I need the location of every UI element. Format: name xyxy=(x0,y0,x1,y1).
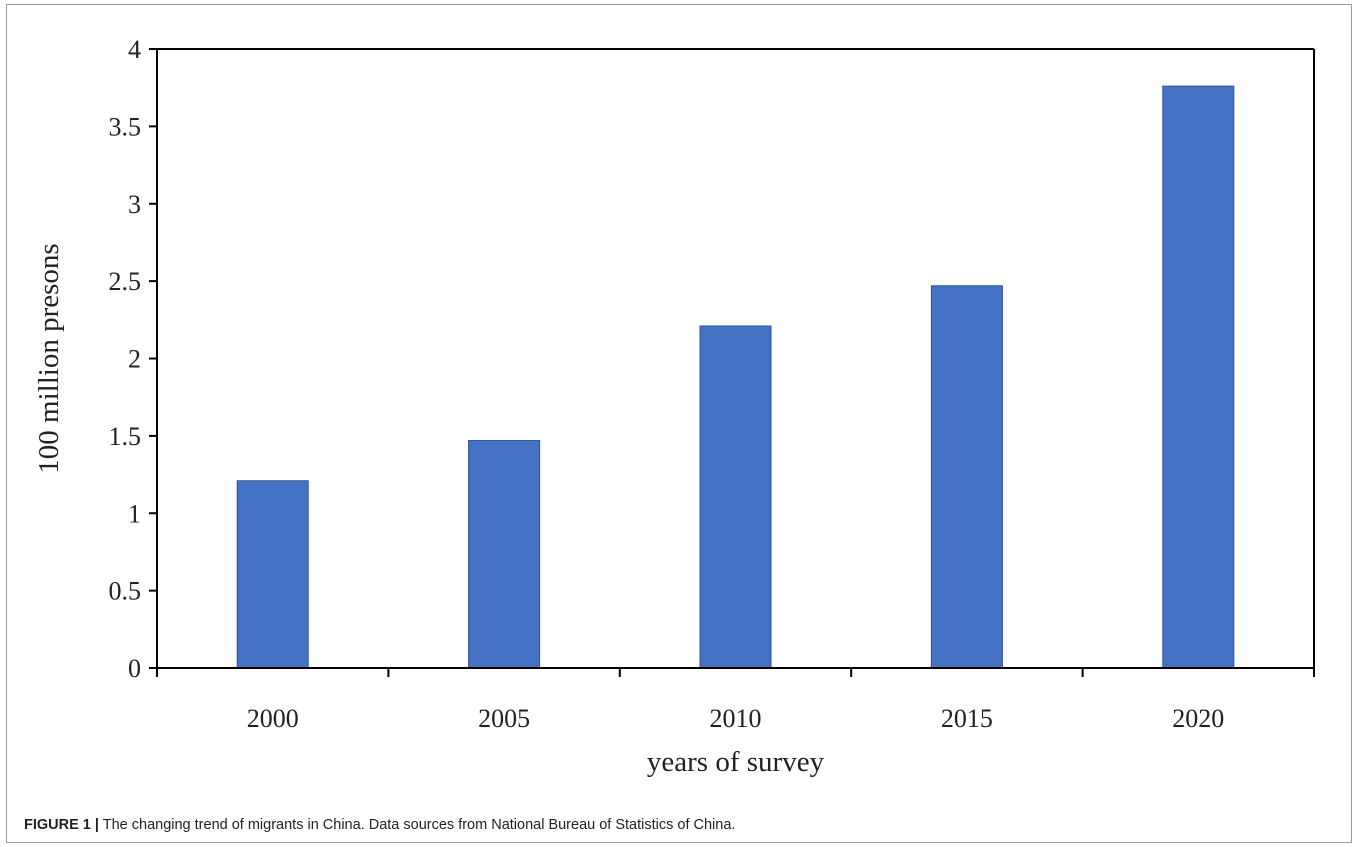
y-tick-label: 2.5 xyxy=(109,267,142,296)
figure-caption: FIGURE 1 | The changing trend of migrant… xyxy=(24,817,735,833)
plot-area: 0 0.5 1 1.5 2 2.5 3 3.5 4 2000 2005 2010 2015 2020 xyxy=(109,35,1315,733)
figure-caption-text: The changing trend of migrants in China.… xyxy=(102,817,736,833)
y-tick-label: 3 xyxy=(128,190,141,219)
y-tick-label: 2 xyxy=(128,345,141,374)
bar-chart: 0 0.5 1 1.5 2 2.5 3 3.5 4 2000 2005 2010 2015 2020 ye… xyxy=(33,35,1315,778)
y-axis-title: 100 million presons xyxy=(33,243,65,473)
y-tick-label: 4 xyxy=(128,35,141,64)
x-tick-label: 2015 xyxy=(941,704,993,733)
y-tick-label: 1 xyxy=(128,499,141,528)
y-tick-label: 3.5 xyxy=(109,112,142,141)
bar-2020 xyxy=(1162,85,1235,669)
x-tick-label: 2010 xyxy=(710,704,762,733)
x-axis-title: years of survey xyxy=(647,746,825,778)
x-tick-label: 2005 xyxy=(478,704,530,733)
bar-2015 xyxy=(930,285,1003,669)
x-tick-label: 2000 xyxy=(247,704,299,733)
figure-frame xyxy=(6,4,1352,843)
x-tick-label: 2020 xyxy=(1172,704,1224,733)
bar-2010 xyxy=(699,325,772,669)
y-tick-label: 0.5 xyxy=(109,577,142,606)
figure-caption-label: FIGURE 1 | xyxy=(24,817,99,833)
bar-2000 xyxy=(236,480,309,669)
bar-2005 xyxy=(468,440,541,669)
y-tick-label: 1.5 xyxy=(109,422,142,451)
y-tick-label: 0 xyxy=(128,654,141,683)
